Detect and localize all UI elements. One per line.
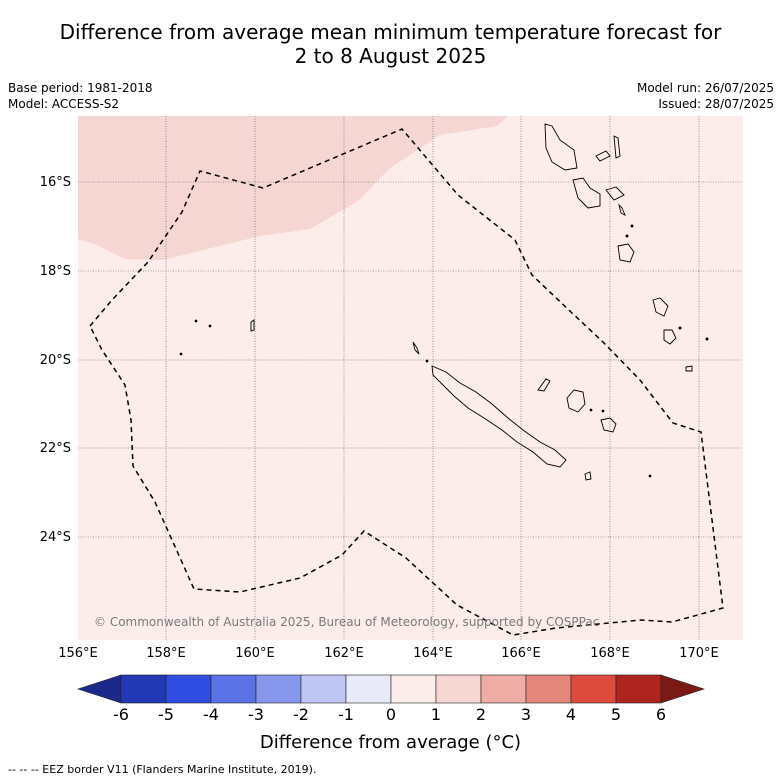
reef-islet-4 (630, 224, 634, 228)
legend-tick: 1 (430, 705, 442, 724)
model-name: Model: ACCESS-S2 (8, 97, 120, 111)
title-line-1: Difference from average mean minimum tem… (59, 20, 722, 44)
efate (617, 243, 635, 263)
base-period: Base period: 1981-2018 (8, 81, 153, 95)
lat-tick-20s: 20°S (39, 353, 71, 368)
lon-tick-166e: 166°E (501, 646, 541, 661)
lat-tick-18s: 18°S (39, 264, 71, 279)
lon-tick-164e: 164°E (413, 646, 453, 661)
title-line-2: 2 to 8 August 2025 (294, 44, 487, 68)
lon-tick-168e: 168°E (590, 646, 630, 661)
legend-swatch (390, 674, 437, 704)
ambrym (605, 186, 625, 201)
lon-tick-162e: 162°E (324, 646, 364, 661)
eez-border (89, 128, 724, 636)
legend-swatch (300, 674, 347, 704)
malakula (572, 177, 601, 209)
legend-tick: -3 (248, 705, 264, 724)
ouvea (537, 378, 551, 392)
legend-swatch (345, 674, 392, 704)
lat-tick-24s: 24°S (39, 530, 71, 545)
legend-swatch (570, 674, 617, 704)
reef-islet-9 (425, 359, 429, 363)
legend-swatch (210, 674, 257, 704)
epi-islands (618, 203, 626, 216)
lon-tick-170e: 170°E (679, 646, 719, 661)
reef-islet-3 (179, 352, 183, 356)
legend-swatch (615, 674, 662, 704)
aneityum (685, 365, 693, 372)
legend-tick: 3 (520, 705, 532, 724)
legend-tick: 4 (565, 705, 577, 724)
legend-tick: 0 (385, 705, 397, 724)
model-run: Model run: 26/07/2025 (636, 81, 774, 95)
reef-islet-11 (601, 409, 605, 413)
legend-swatch-extend-max (660, 674, 705, 704)
anomaly-region-1-to-2 (78, 116, 508, 260)
legend-swatch (480, 674, 527, 704)
ambae (595, 150, 611, 162)
copyright-notice: © Commonwealth of Australia 2025, Bureau… (94, 615, 599, 629)
lon-tick-156e: 156°E (58, 646, 98, 661)
islands (179, 123, 709, 481)
ile-des-pins (584, 471, 592, 481)
mare (600, 417, 617, 433)
legend-swatch (255, 674, 302, 704)
reef-islet-2 (208, 324, 212, 328)
tanna (663, 329, 677, 345)
legend-tick: -4 (203, 705, 219, 724)
lifou (566, 389, 586, 413)
legend-title: Difference from average (°C) (259, 732, 522, 753)
reef-islet-10 (589, 408, 593, 412)
lon-tick-158e: 158°E (146, 646, 186, 661)
legend-tick: 5 (610, 705, 622, 724)
reef-islet-6 (678, 326, 682, 330)
legend-tick: -6 (113, 705, 129, 724)
reef-islet-5 (625, 234, 629, 238)
lat-tick-16s: 16°S (39, 175, 71, 190)
reef-islet-1 (194, 319, 198, 323)
reef-islet-7 (705, 337, 709, 341)
eez-footnote: -- -- -- EEZ border V11 (Flanders Marine… (8, 763, 317, 776)
legend-swatch (525, 674, 572, 704)
legend-tick: -5 (158, 705, 174, 724)
lat-tick-22s: 22°S (39, 441, 71, 456)
legend-tick: -2 (293, 705, 309, 724)
legend-tick: -1 (338, 705, 354, 724)
maewo-pentecost (613, 135, 621, 159)
legend-tick: 2 (475, 705, 487, 724)
legend-tick: 6 (655, 705, 667, 724)
lon-tick-160e: 160°E (235, 646, 275, 661)
new-caledonia (431, 365, 567, 468)
gridlines (78, 116, 743, 640)
legend-swatch-extend-min (77, 674, 122, 704)
colorbar-swatches (77, 674, 705, 704)
legend-swatch (165, 674, 212, 704)
belep-islands (412, 341, 420, 355)
erromango (652, 297, 669, 317)
issued-date: Issued: 28/07/2025 (658, 97, 774, 111)
rennell-reef (250, 319, 255, 332)
legend-swatch (120, 674, 167, 704)
legend-swatch (435, 674, 482, 704)
reef-islet-8 (648, 474, 652, 478)
espiritu-santo (544, 123, 578, 171)
